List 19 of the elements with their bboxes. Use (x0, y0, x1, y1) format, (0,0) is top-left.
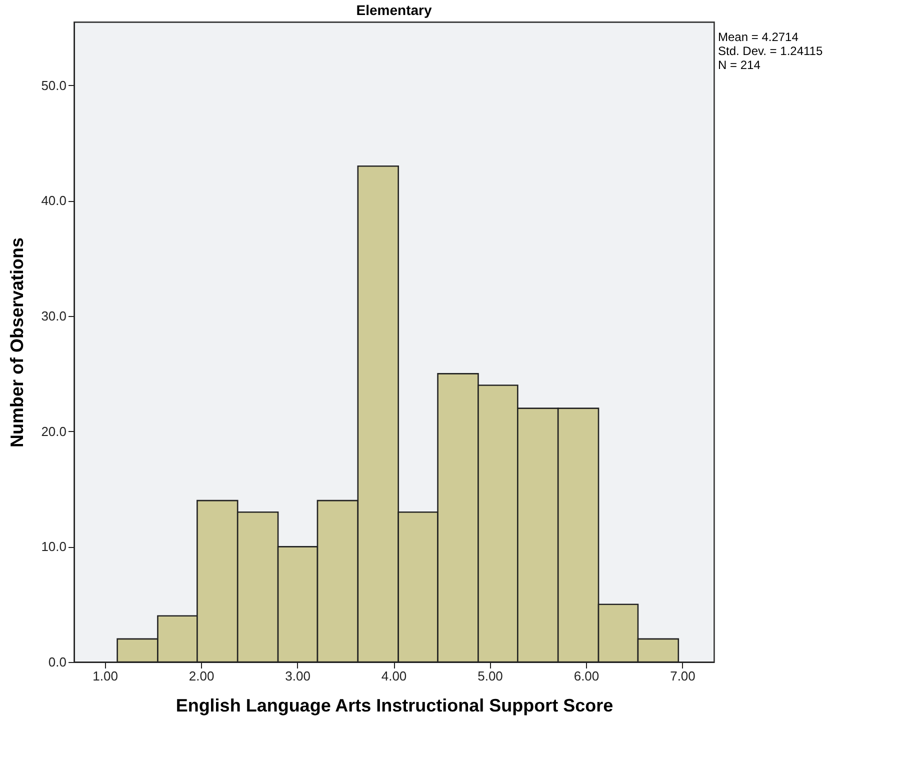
x-tick-label: 6.00 (574, 668, 600, 684)
x-axis-title: English Language Arts Instructional Support Score (176, 696, 614, 716)
text: Std. Dev. = 1.24115 (718, 44, 823, 58)
text: N = 214 (718, 58, 762, 72)
y-tick-label: 20.0 (41, 424, 66, 439)
y-tick-label: 30.0 (41, 308, 66, 324)
y-tick-label: 40.0 (41, 193, 66, 208)
x-tick-label: 5.00 (478, 668, 503, 684)
y-tick-label: 0.0 (48, 654, 66, 670)
y-axis-title: Number of Observations (7, 237, 28, 448)
y-tick-label: 50.0 (41, 78, 66, 93)
x-tick-label: 4.00 (381, 668, 407, 684)
y-tick-label: 10.0 (41, 539, 66, 554)
text: Mean = 4.2714 (718, 30, 800, 44)
x-tick-label: 1.00 (92, 668, 118, 684)
chart-title: Elementary (356, 2, 432, 18)
x-tick-label: 2.00 (188, 668, 214, 684)
x-tick-label: 7.00 (670, 668, 696, 684)
x-tick-label: 3.00 (285, 668, 310, 684)
